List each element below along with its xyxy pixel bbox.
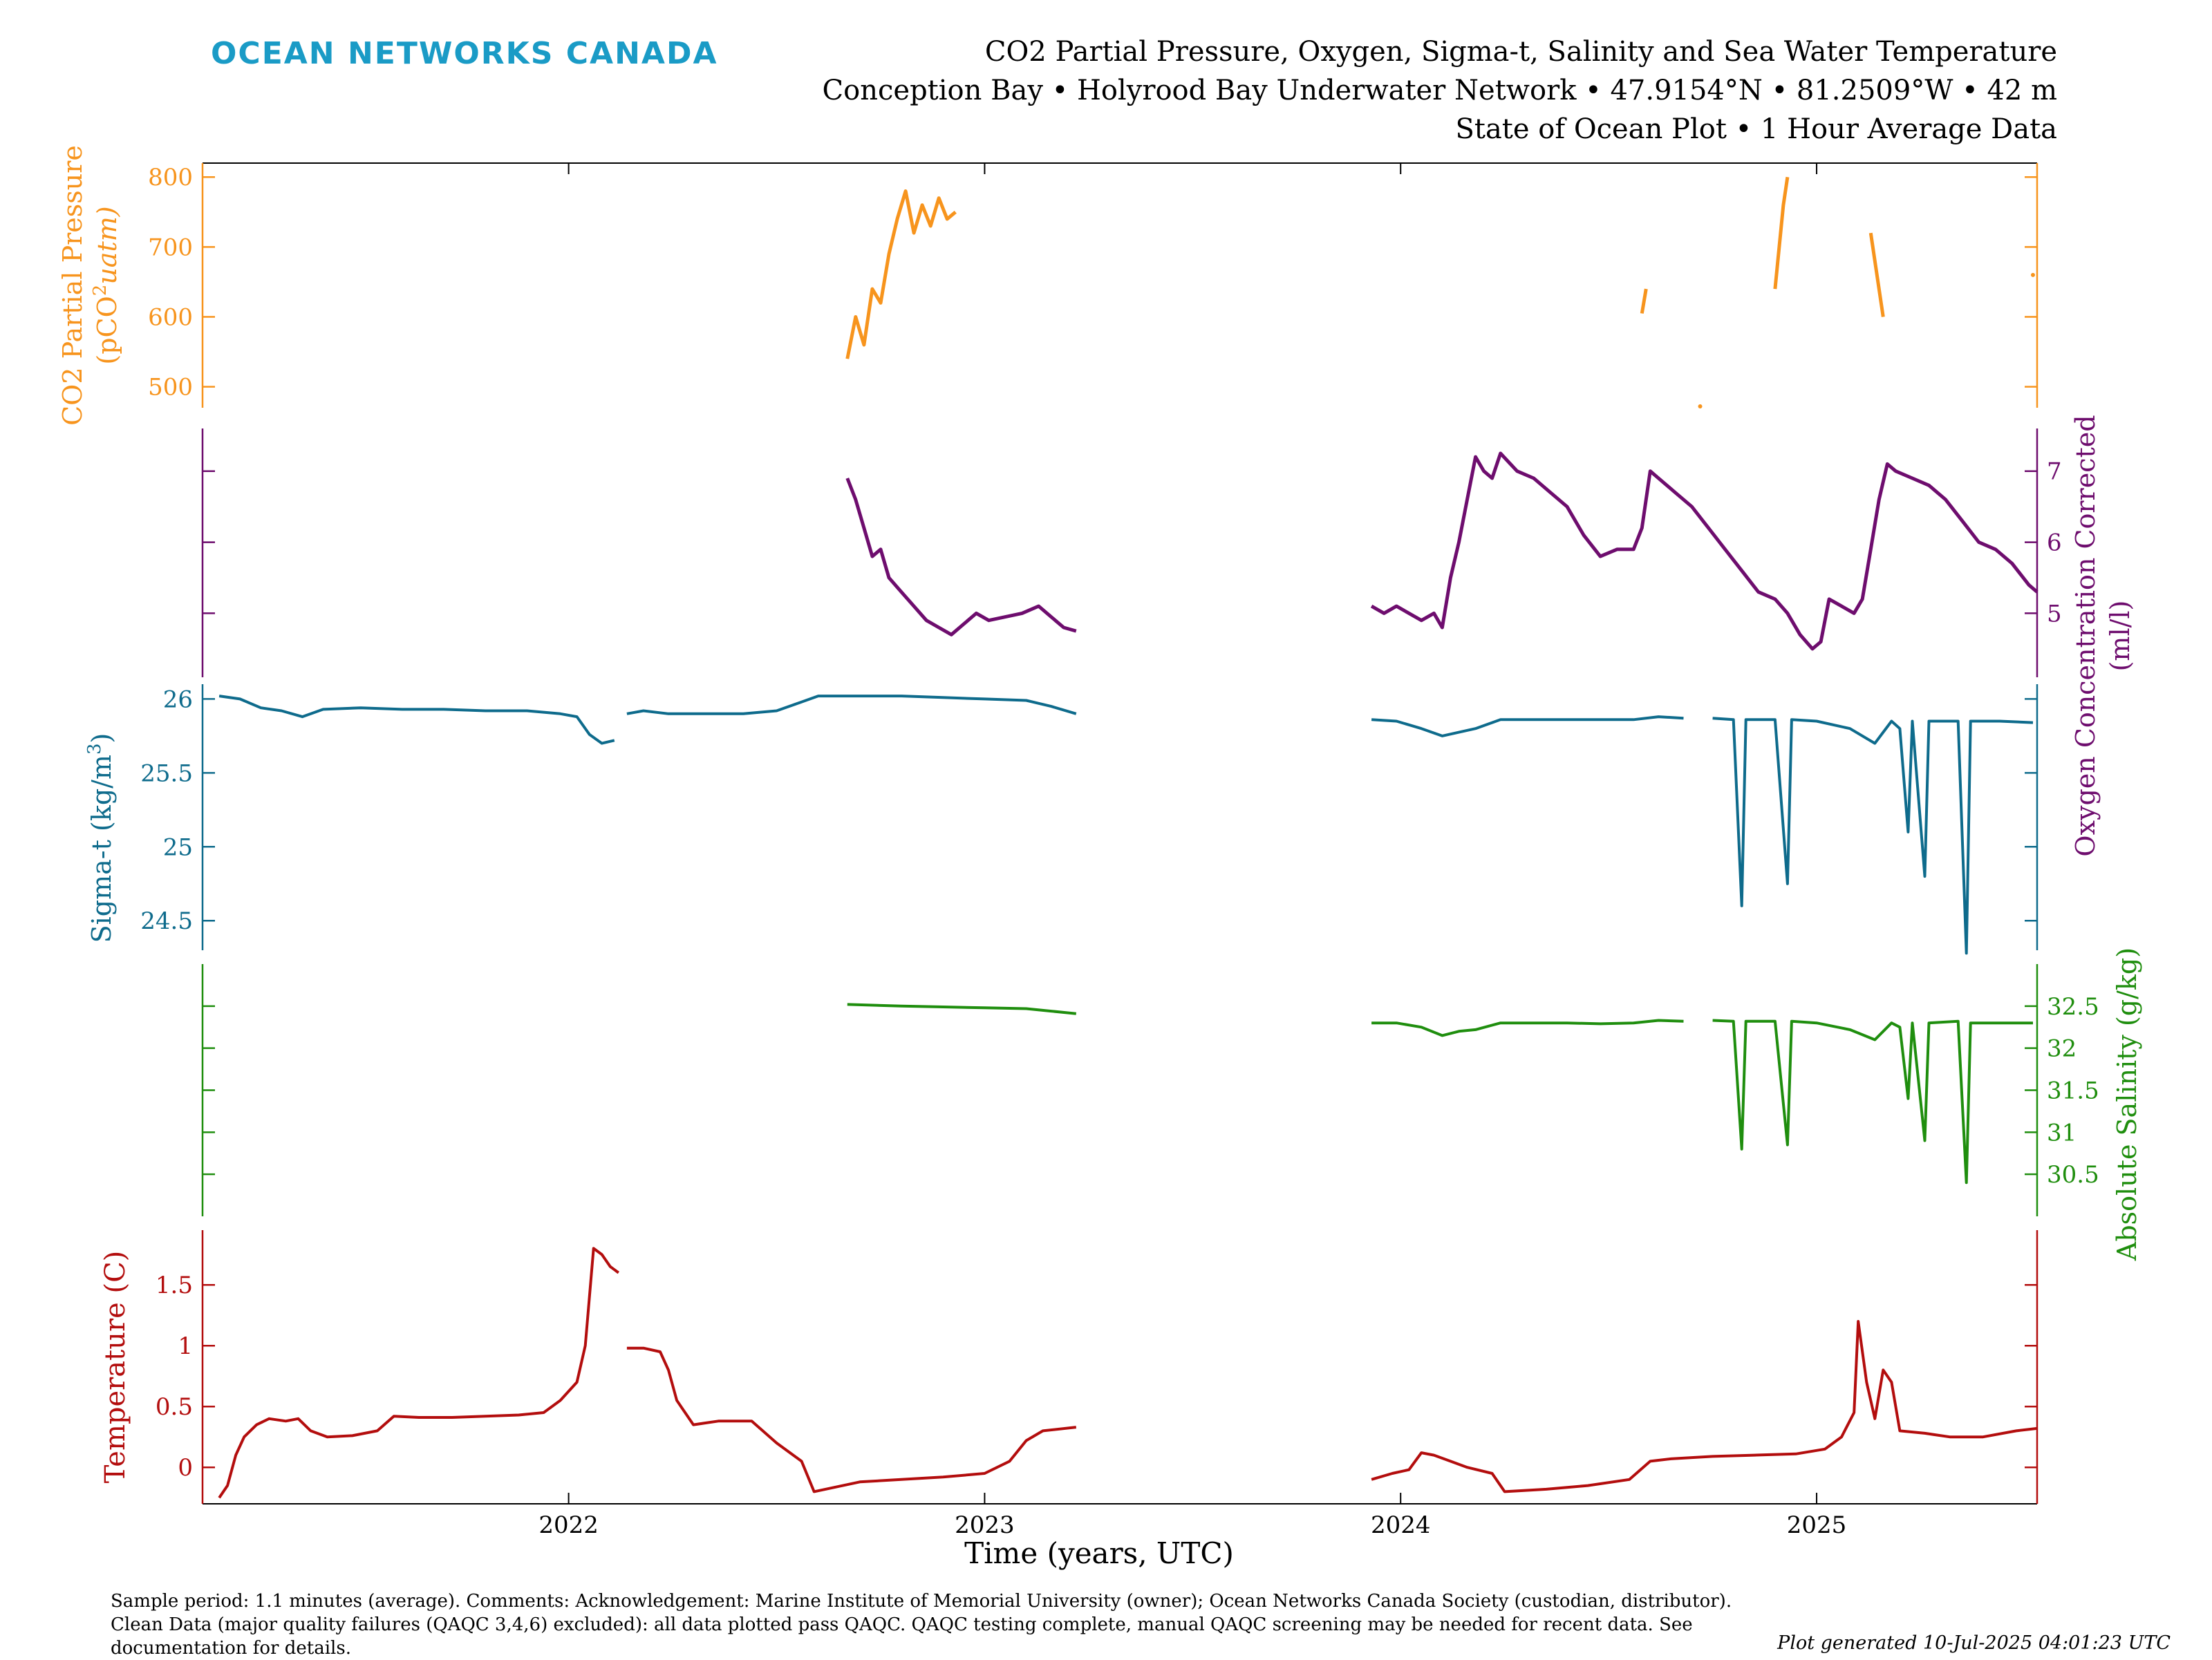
co2-series-line (1640, 288, 1648, 314)
temperature-y-tick-label: 1 (178, 1332, 193, 1360)
co2-y-tick-label: 500 (148, 374, 193, 402)
oxygen-series-line (1370, 451, 2038, 651)
co2-y-tick-label: 600 (148, 304, 193, 332)
sigma_t-y-tick-label: 24.5 (140, 907, 193, 935)
salinity-y-tick-label: 32.5 (2047, 993, 2099, 1021)
sigma_t-y-tick-label: 26 (163, 686, 193, 713)
co2-series-line (1868, 232, 1885, 317)
oxygen-y-tick-label: 6 (2047, 529, 2062, 557)
sigma-t-y-axis-label: Sigma-t (kg/m3) (84, 733, 117, 943)
co2-data-point (2030, 272, 2035, 277)
chart-subtitle-location: Conception Bay • Holyrood Bay Underwater… (822, 75, 2057, 106)
temperature-series-line (626, 1346, 1077, 1493)
co2-y-axis-label-line2: (pCO2uatm) (90, 206, 122, 364)
temperature-y-tick-label: 0 (178, 1454, 193, 1482)
salinity-y-tick-label: 31 (2047, 1119, 2077, 1147)
temperature-series-line (1371, 1320, 2038, 1493)
co2-y-tick-label: 700 (148, 234, 193, 261)
salinity-series-line (1371, 1019, 1684, 1037)
chart-subtitle-type: State of Ocean Plot • 1 Hour Average Dat… (1455, 113, 2057, 145)
oxygen-y-tick-label: 5 (2047, 600, 2062, 628)
temperature-y-tick-label: 1.5 (156, 1272, 193, 1299)
sigma_t-series-line (1712, 717, 2034, 955)
oxygen-y-tick-label: 7 (2047, 458, 2062, 486)
temperature-y-tick-label: 0.5 (156, 1393, 193, 1421)
x-tick-label: 2022 (538, 1511, 599, 1539)
oxygen-y-axis-label-line1: Oxygen Concentration Corrected (2070, 415, 2101, 856)
salinity-series-line (847, 1003, 1077, 1015)
salinity-y-tick-label: 32 (2047, 1035, 2077, 1063)
co2-y-tick-label: 800 (148, 164, 193, 191)
oxygen-y-axis-label-line2: (ml/l) (2105, 601, 2135, 672)
x-tick-label: 2024 (1371, 1511, 1431, 1539)
sigma_t-series-line (1371, 715, 1684, 737)
salinity-series-line (1712, 1019, 2033, 1185)
sigma_t-series-line (626, 695, 1077, 715)
salinity-y-tick-label: 30.5 (2047, 1161, 2099, 1189)
co2-series-line (845, 189, 957, 359)
chart-title: CO2 Partial Pressure, Oxygen, Sigma-t, S… (984, 36, 2057, 68)
footer-comments: Sample period: 1.1 minutes (average). Co… (111, 1591, 1732, 1659)
x-axis-label: Time (years, UTC) (964, 1536, 1234, 1570)
temperature-y-axis-label: Temperature (C) (100, 1251, 131, 1484)
sigma_t-series-line (218, 695, 615, 745)
generated-timestamp: Plot generated 10-Jul-2025 04:01:23 UTC (1777, 1632, 2171, 1654)
co2-series-line (1773, 176, 1790, 290)
oxygen-series-line (845, 478, 1077, 636)
x-tick-label: 2023 (955, 1511, 1015, 1539)
sigma_t-y-tick-label: 25.5 (140, 760, 193, 787)
brand-logo-text: OCEAN NETWORKS CANADA (211, 36, 718, 71)
x-tick-label: 2025 (1787, 1511, 1847, 1539)
co2-y-axis-label-line1: CO2 Partial Pressure (57, 145, 88, 426)
temperature-series-line (218, 1247, 619, 1499)
salinity-y-axis-label: Absolute Salinity (g/kg) (2112, 947, 2142, 1261)
co2-data-point (1698, 404, 1703, 408)
sigma_t-y-tick-label: 25 (163, 833, 193, 861)
salinity-y-tick-label: 31.5 (2047, 1077, 2099, 1105)
